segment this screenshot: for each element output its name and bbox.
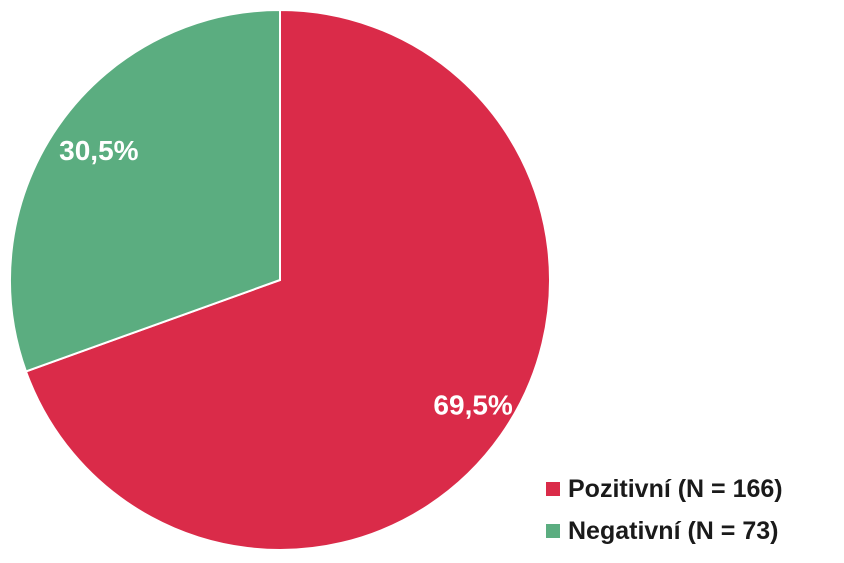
pie-slices (9, 8, 551, 551)
legend-swatch-negativni (546, 524, 560, 538)
slice-label-negativni: 30,5% (59, 135, 138, 166)
legend-item-negativni: Negativní (N = 73) (546, 516, 844, 546)
legend-label-pozitivni: Pozitivní (N = 166) (568, 474, 783, 503)
pie-slice-pozitivni (24, 8, 551, 551)
pie-labels: 69,5% 30,5% (59, 135, 513, 421)
legend-label-negativni: Negativní (N = 73) (568, 516, 779, 545)
pie-slice-negativni (9, 8, 281, 373)
legend-item-pozitivni: Pozitivní (N = 166) (546, 474, 844, 504)
slice-label-pozitivni: 69,5% (433, 390, 512, 421)
legend: Pozitivní (N = 166) Negativní (N = 73) (546, 474, 844, 558)
legend-swatch-pozitivni (546, 482, 560, 496)
